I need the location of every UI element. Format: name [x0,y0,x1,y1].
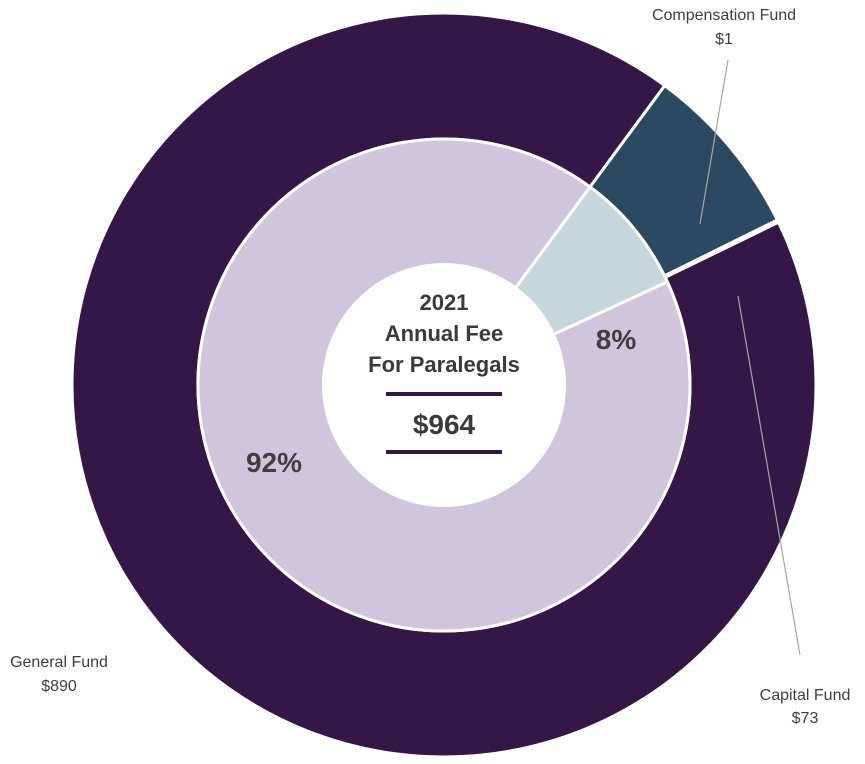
center-rule-bottom [386,450,502,454]
outer-ring [70,11,818,759]
center-title-line-3: For Paralegals [368,352,520,377]
center-title-line-1: 2021 [420,290,469,315]
leader-line-compensation-fund [699,59,729,225]
center-rule-top [386,392,502,396]
inner-ring [196,137,692,633]
center-label: 2021 Annual Fee For Paralegals $964 [368,290,520,454]
callout-capital-fund-name: Capital Fund [760,687,851,704]
center-title-line-2: Annual Fee [385,321,504,346]
center-hole [322,263,566,507]
leader-lines [699,59,801,656]
callout-compensation-fund-name: Compensation Fund [652,7,796,24]
inner-label-8-percent: 8% [596,324,637,355]
leader-line-capital-fund [737,295,801,656]
callout-compensation-fund-value: $1 [715,31,733,48]
callout-capital-fund-value: $73 [792,710,819,727]
callout-general-fund-name: General Fund [10,654,108,671]
inner-label-92-percent: 92% [246,447,302,478]
center-total-amount: $964 [413,409,476,440]
callout-general-fund-value: $890 [41,678,77,695]
